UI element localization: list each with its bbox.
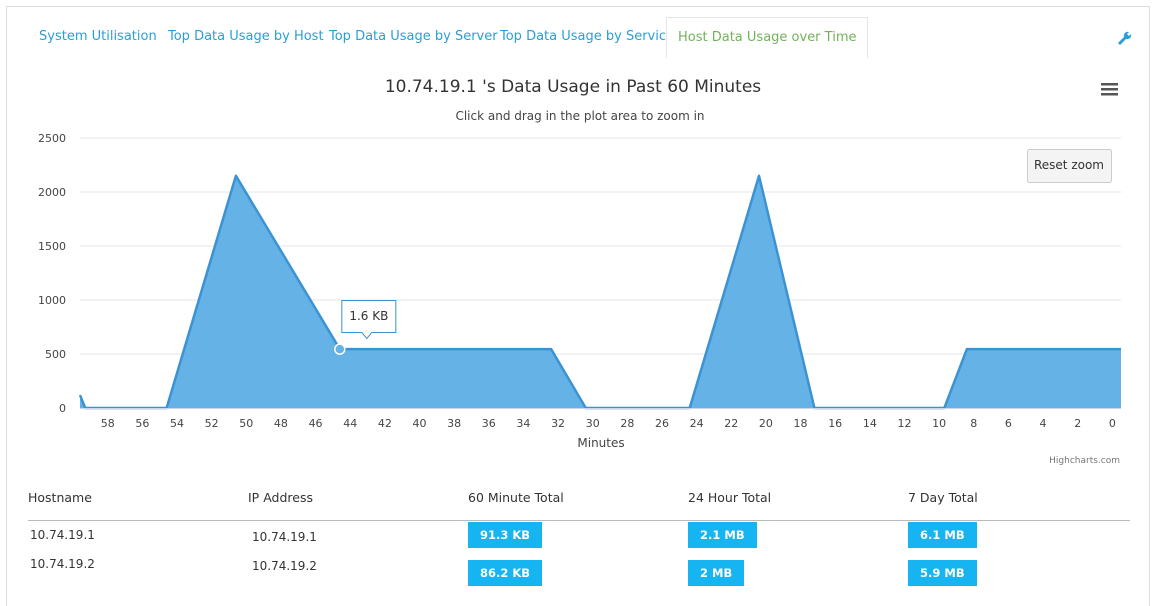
y-tick-label: 1000: [38, 294, 66, 307]
x-tick-label: 24: [690, 417, 704, 430]
hover-marker: [334, 343, 346, 355]
chart-subtitle: Click and drag in the plot area to zoom …: [455, 109, 704, 123]
tab[interactable]: System Utilisation: [39, 29, 157, 44]
x-tick-label: 8: [970, 417, 977, 430]
ip-address: 10.74.19.1: [252, 530, 317, 544]
total-badge: 5.9 MB: [908, 560, 977, 586]
x-tick-label: 18: [794, 417, 808, 430]
x-tick-label: 54: [170, 417, 184, 430]
x-tick-label: 58: [101, 417, 115, 430]
menu-icon[interactable]: [1101, 83, 1118, 96]
chart: 10.74.19.1 's Data Usage in Past 60 Minu…: [38, 31, 1132, 466]
column-header: 60 Minute Total: [468, 490, 564, 505]
x-tick-label: 36: [482, 417, 496, 430]
credits: Highcharts.com: [1049, 456, 1120, 466]
y-tick-label: 1500: [38, 240, 66, 253]
wrench-icon[interactable]: [1118, 31, 1132, 45]
x-tick-label: 6: [1005, 417, 1012, 430]
x-tick-label: 28: [620, 417, 634, 430]
reset-zoom-label[interactable]: Reset zoom: [1034, 158, 1104, 172]
y-tick-label: 0: [59, 402, 66, 415]
x-tick-label: 12: [897, 417, 911, 430]
y-tick-label: 2000: [38, 186, 66, 199]
column-header: 7 Day Total: [908, 490, 978, 505]
x-tick-label: 52: [205, 417, 219, 430]
tooltip-box: [341, 300, 397, 340]
x-tick-label: 40: [412, 417, 426, 430]
total-badge: 91.3 KB: [468, 522, 543, 548]
column-header: IP Address: [248, 490, 313, 505]
x-tick-label: 14: [863, 417, 877, 430]
x-tick-label: 30: [586, 417, 600, 430]
x-tick-label: 22: [724, 417, 738, 430]
x-tick-label: 38: [447, 417, 461, 430]
x-tick-label: 44: [343, 417, 357, 430]
total-badge: 86.2 KB: [468, 560, 543, 586]
x-axis-title: Minutes: [577, 436, 624, 450]
x-tick-label: 42: [378, 417, 392, 430]
chart-title: 10.74.19.1 's Data Usage in Past 60 Minu…: [385, 77, 761, 97]
tab[interactable]: Top Data Usage by Service: [500, 29, 675, 44]
y-tick-label: 2500: [38, 132, 66, 145]
tab[interactable]: Host Data Usage over Time: [666, 17, 869, 58]
y-tick-label: 500: [45, 348, 66, 361]
tab[interactable]: Top Data Usage by Host: [168, 29, 324, 44]
x-tick-label: 32: [551, 417, 565, 430]
x-tick-label: 0: [1109, 417, 1116, 430]
x-tick-label: 56: [135, 417, 149, 430]
tooltip-label: 1.6 KB: [349, 309, 388, 323]
x-tick-label: 34: [516, 417, 530, 430]
x-tick-label: 50: [239, 417, 253, 430]
total-badge: 2.1 MB: [688, 522, 757, 548]
panel: [6, 6, 1150, 606]
header-rule: [28, 520, 1130, 521]
reset-zoom-button[interactable]: [1027, 149, 1112, 183]
x-tick-label: 10: [932, 417, 946, 430]
x-tick-label: 48: [274, 417, 288, 430]
hostname: 10.74.19.1: [30, 528, 95, 542]
x-tick-label: 26: [655, 417, 669, 430]
x-tick-label: 46: [309, 417, 323, 430]
column-header: Hostname: [28, 490, 92, 505]
ip-address: 10.74.19.2: [252, 559, 317, 573]
x-tick-label: 2: [1074, 417, 1081, 430]
total-badge: 2 MB: [688, 560, 745, 586]
column-header: 24 Hour Total: [688, 490, 772, 505]
tab[interactable]: Top Data Usage by Server: [329, 29, 498, 44]
x-tick-label: 16: [828, 417, 842, 430]
total-badge: 6.1 MB: [908, 522, 977, 548]
hostname: 10.74.19.2: [30, 557, 95, 571]
x-tick-label: 20: [759, 417, 773, 430]
area-fill: [80, 175, 1121, 408]
x-tick-label: 4: [1040, 417, 1047, 430]
